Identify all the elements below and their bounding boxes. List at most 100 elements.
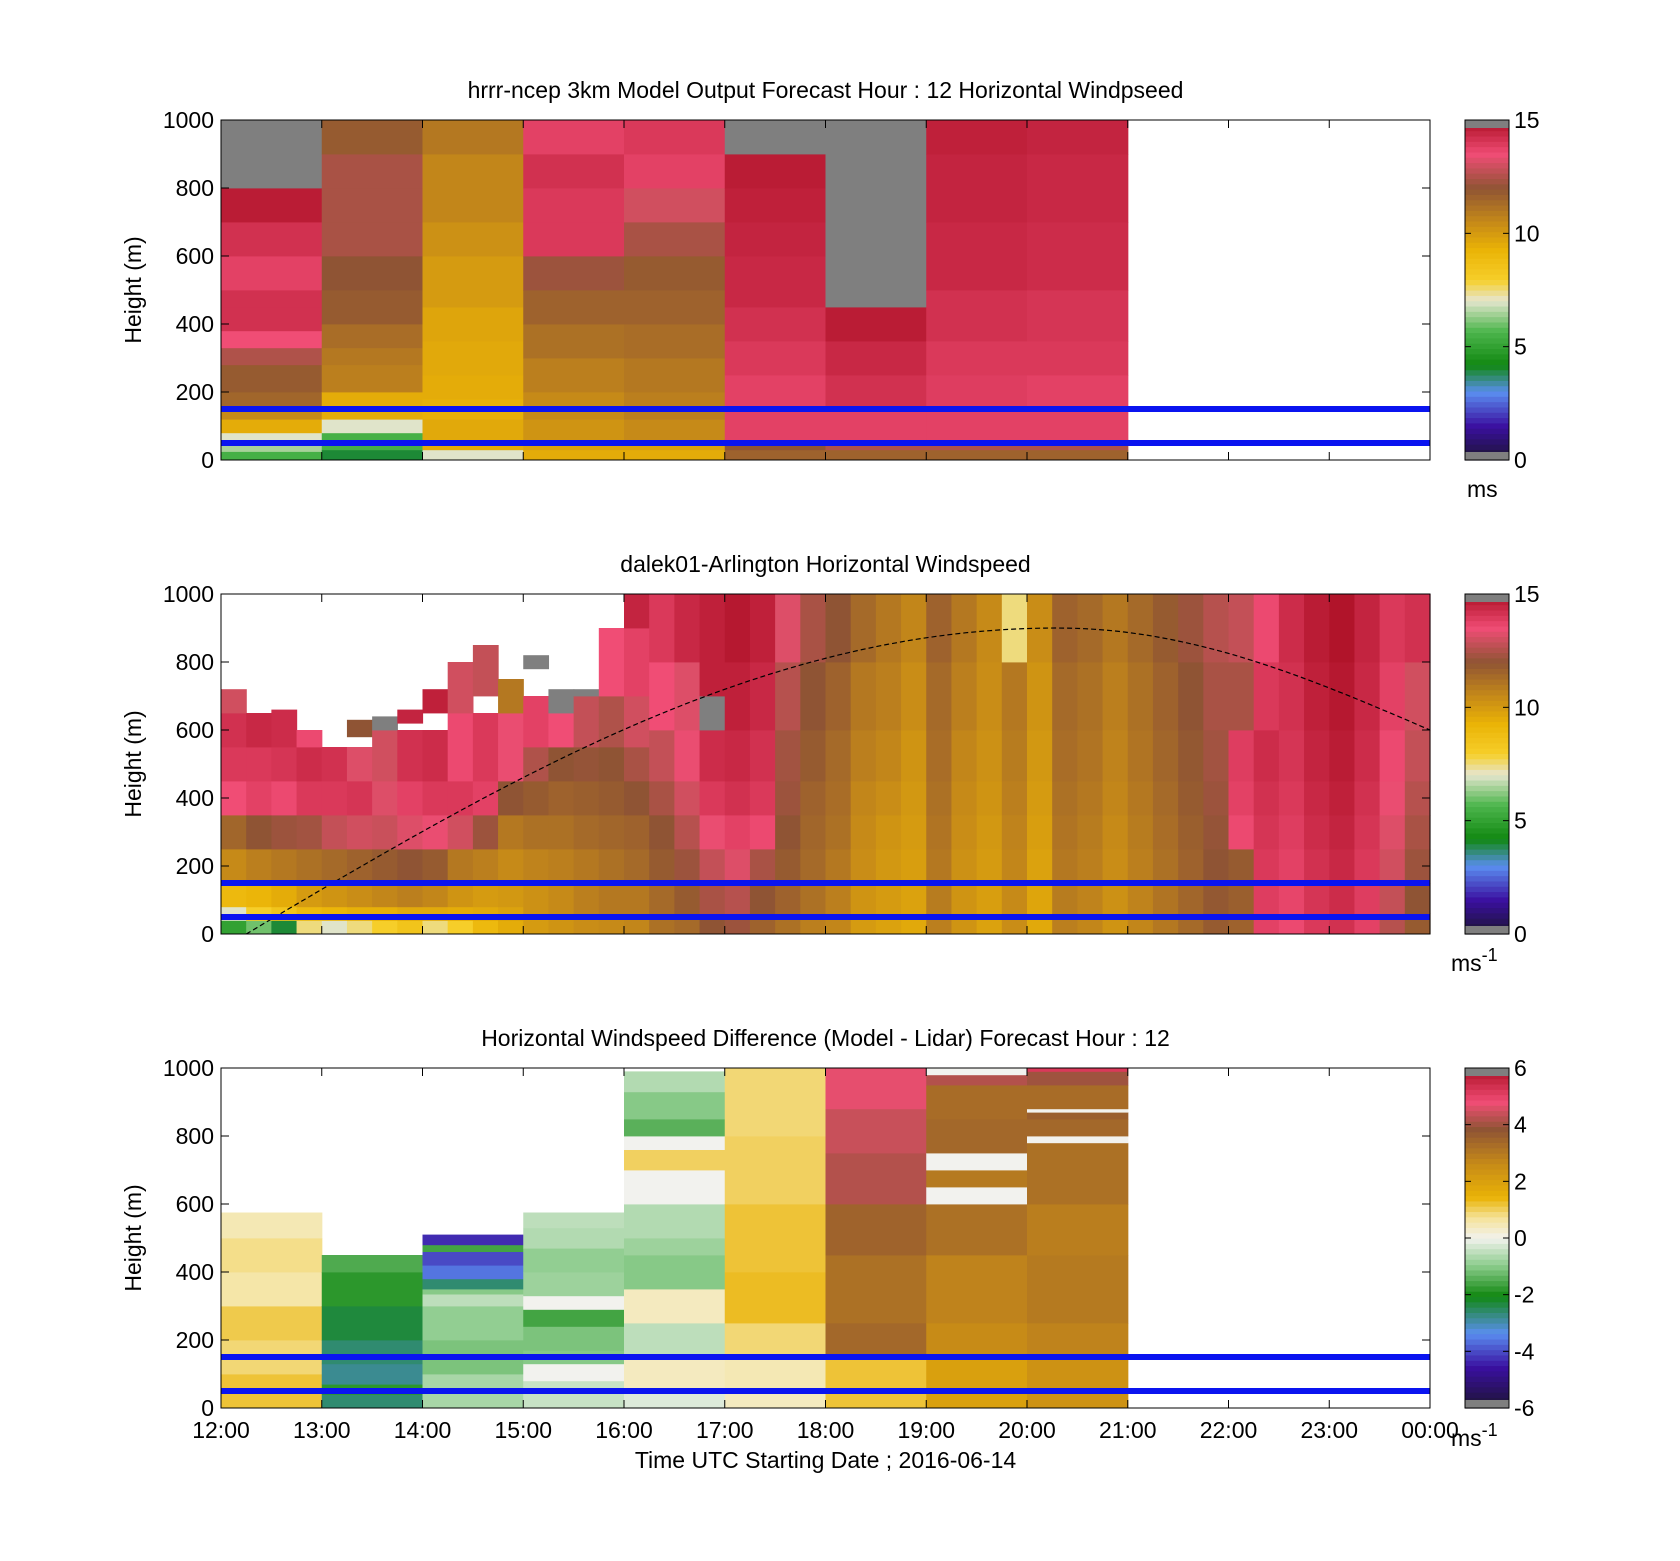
heatmap-cell: [221, 883, 247, 908]
heatmap-cell: [346, 920, 373, 935]
heatmap-cell: [321, 849, 348, 884]
heatmap-cell: [221, 188, 323, 223]
heatmap-cell: [573, 883, 600, 914]
heatmap-cell: [1052, 849, 1078, 884]
colorbar-tick-label: -4: [1514, 1338, 1535, 1364]
colorbar-tick-label: 2: [1514, 1168, 1527, 1194]
heatmap-cell: [1178, 849, 1204, 884]
x-tick-label: 20:00: [998, 1417, 1056, 1443]
colorbar-swatch: [1465, 258, 1509, 265]
y-tick-label: 600: [176, 1191, 214, 1217]
colorbar-swatch: [1465, 290, 1509, 296]
y-tick-label: 400: [176, 311, 214, 337]
heatmap-cell: [1329, 815, 1356, 850]
heatmap-cell: [221, 815, 247, 850]
heatmap-cell: [1379, 594, 1406, 663]
colorbar-swatch: [1465, 396, 1509, 403]
heatmap-cell: [699, 696, 726, 731]
x-tick-label: 14:00: [394, 1417, 452, 1443]
colorbar-swatch: [1465, 1089, 1509, 1096]
heatmap-cell: [775, 662, 801, 731]
heatmap-cell: [1102, 883, 1129, 914]
heatmap-cell: [624, 849, 650, 884]
heatmap-cell: [825, 1323, 927, 1358]
heatmap-cell: [1027, 341, 1129, 376]
heatmap-cell: [1077, 815, 1104, 850]
heatmap-cell: [523, 1295, 625, 1310]
heatmap-cell: [372, 716, 398, 731]
heatmap-cell: [901, 883, 927, 914]
heatmap-cell: [573, 849, 600, 884]
colorbar-swatch: [1465, 1115, 1509, 1122]
heatmap-cell: [246, 849, 272, 884]
heatmap-cell: [850, 781, 877, 816]
heatmap-cell: [624, 1289, 726, 1324]
colorbar-tick-label: 4: [1514, 1112, 1527, 1138]
heatmap-cell: [976, 662, 1003, 731]
heatmap-cell: [296, 849, 323, 884]
heatmap-cell: [598, 747, 625, 782]
heatmap-cell: [1027, 781, 1053, 816]
heatmap-cell: [548, 713, 575, 748]
heatmap-cell: [724, 594, 751, 663]
heatmap-cell: [1027, 120, 1129, 155]
heatmap-cell: [926, 1323, 1028, 1358]
colorbar-swatch: [1465, 801, 1509, 808]
heatmap-cell: [1228, 662, 1255, 731]
colorbar-swatch: [1465, 199, 1509, 206]
heatmap-cell: [976, 815, 1003, 850]
heatmap-cell: [447, 920, 474, 935]
heatmap-cell: [1379, 849, 1406, 884]
heatmap-cell: [1027, 1108, 1129, 1113]
heatmap-cell: [1354, 662, 1381, 731]
colorbar-swatch: [1465, 438, 1509, 445]
colorbar-swatch: [1465, 912, 1509, 919]
heatmap-cell: [1027, 222, 1129, 291]
heatmap-cell: [397, 849, 424, 884]
heatmap-cell: [1102, 815, 1129, 850]
heatmap-cell: [1102, 849, 1129, 884]
heatmap-cell: [1329, 781, 1356, 816]
colorbar-swatch: [1465, 1153, 1509, 1159]
heatmap-cell: [397, 781, 424, 816]
colorbar-swatch: [1465, 1307, 1509, 1313]
colorbar-swatch: [1465, 268, 1509, 275]
colorbar-swatch: [1465, 1264, 1509, 1271]
heatmap-cell: [422, 120, 524, 155]
colorbar-tick-label: 15: [1514, 107, 1540, 133]
heatmap-cell: [1027, 1204, 1129, 1256]
colorbar-swatch: [1465, 1232, 1509, 1239]
heatmap-cell: [296, 747, 323, 782]
heatmap-cell: [624, 1323, 726, 1358]
heatmap-cell: [472, 849, 499, 884]
panel-windspeed-difference: 0 200 400 600 800 1000 12:00 13:00 14:00 15:00 16:…: [120, 1025, 1535, 1473]
heatmap-cell: [498, 815, 524, 850]
panel-title: dalek01-Arlington Horizontal Windspeed: [620, 551, 1030, 577]
heatmap-cell: [523, 256, 625, 291]
heatmap-cell: [624, 256, 726, 291]
heatmap-cell: [976, 883, 1003, 914]
heatmap-cell: [800, 815, 827, 850]
heatmap-cell: [221, 419, 323, 434]
heatmap-cell: [825, 1108, 927, 1154]
heatmap-cell: [523, 419, 625, 440]
heatmap-cell: [321, 419, 424, 434]
heatmap-cell: [926, 1170, 1028, 1188]
heatmap-cell: [749, 849, 776, 884]
heatmap-cell: [775, 815, 801, 850]
heatmap-cell: [246, 815, 272, 850]
heatmap-cell: [1152, 594, 1179, 663]
heatmap-cell: [825, 1204, 927, 1256]
heatmap-cell: [321, 1255, 424, 1273]
heatmap-cell: [321, 1394, 424, 1409]
heatmap-cell: [598, 849, 625, 884]
heatmap-cell: [271, 815, 298, 850]
heatmap-cell: [246, 747, 272, 782]
y-tick-label: 200: [176, 379, 214, 405]
heatmap-cell: [1203, 781, 1230, 816]
heatmap-cell: [926, 1357, 1028, 1409]
heatmap-cell: [926, 849, 953, 884]
heatmap-cell: [1278, 815, 1305, 850]
colorbar-swatch: [1465, 1344, 1509, 1351]
